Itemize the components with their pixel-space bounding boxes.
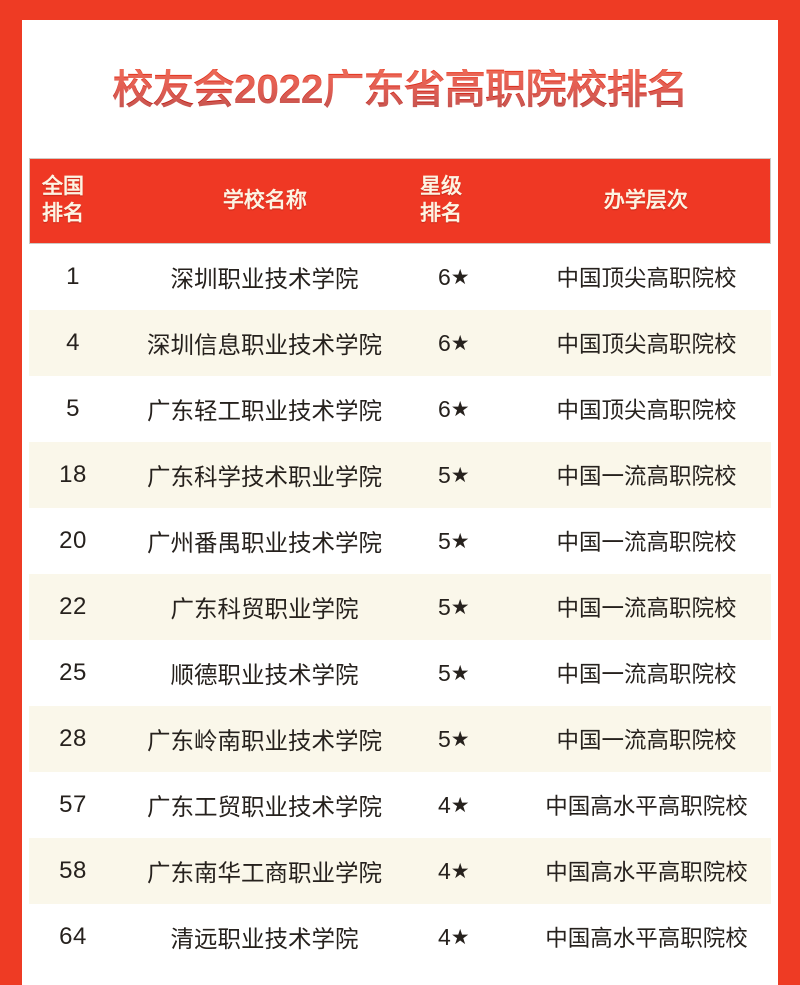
title-area: 校友会2022广东省高职院校排名	[22, 20, 778, 158]
star-icon: ★	[450, 661, 470, 685]
ranking-table: 全国 排名 学校名称 星级 排名 办学层次 1 深圳职业技术学院 6 ★ 中国顶尖高职院…	[22, 158, 778, 970]
star-count: 6	[438, 329, 451, 356]
cell-level: 中国一流高职院校	[556, 530, 737, 555]
cell-level: 中国顶尖高职院校	[556, 332, 737, 357]
star-icon: ★	[450, 331, 470, 355]
cell-level: 中国高水平高职院校	[545, 794, 748, 819]
cell-level: 中国顶尖高职院校	[556, 266, 737, 291]
star-count: 5	[438, 593, 451, 620]
star-count: 5	[438, 725, 451, 752]
cell-school-name: 广东轻工职业技术学院	[147, 398, 382, 424]
page-title: 校友会2022广东省高职院校排名	[112, 65, 688, 112]
table-row: 64 清远职业技术学院 4 ★ 中国高水平高职院校	[29, 904, 771, 970]
star-count: 6	[438, 395, 451, 422]
cell-star-rating: 5 ★	[412, 726, 522, 753]
cell-level: 中国一流高职院校	[556, 464, 737, 489]
cell-school-name: 深圳职业技术学院	[170, 266, 359, 292]
cell-rank: 28	[59, 725, 87, 752]
star-icon: ★	[450, 727, 470, 751]
table-row: 18 广东科学技术职业学院 5 ★ 中国一流高职院校	[29, 442, 771, 508]
table-row: 4 深圳信息职业技术学院 6 ★ 中国顶尖高职院校	[29, 310, 771, 376]
table-row: 1 深圳职业技术学院 6 ★ 中国顶尖高职院校	[29, 244, 771, 310]
cell-star-rating: 6 ★	[412, 264, 522, 291]
table-body: 1 深圳职业技术学院 6 ★ 中国顶尖高职院校 4 深圳信息职业技术学院 6 ★ 中国顶尖高职院校…	[29, 244, 771, 970]
cell-school-name: 顺德职业技术学院	[170, 662, 359, 688]
cell-school-name: 广州番禺职业技术学院	[147, 530, 382, 556]
table-row: 28 广东岭南职业技术学院 5 ★ 中国一流高职院校	[29, 706, 771, 772]
cell-rank: 57	[59, 791, 87, 818]
column-header-rank-line2: 排名	[42, 202, 84, 225]
cell-star-rating: 5 ★	[412, 462, 522, 489]
table-row: 25 顺德职业技术学院 5 ★ 中国一流高职院校	[29, 640, 771, 706]
column-header-rank-line1: 全国	[42, 175, 84, 199]
star-count: 4	[438, 791, 451, 818]
star-count: 6	[438, 263, 451, 290]
column-header-star-line2: 排名	[419, 202, 462, 225]
cell-school-name: 广东岭南职业技术学院	[147, 728, 382, 754]
cell-school-name: 清远职业技术学院	[170, 926, 359, 952]
star-icon: ★	[450, 793, 470, 817]
column-header-level: 办学层次	[522, 159, 770, 243]
table-row: 5 广东轻工职业技术学院 6 ★ 中国顶尖高职院校	[29, 376, 771, 442]
star-count: 5	[438, 527, 451, 554]
cell-rank: 58	[59, 857, 87, 884]
poster-card: 校友会2022广东省高职院校排名 全国 排名 学校名称 星级 排名 办学层次	[22, 20, 778, 985]
table-header-row: 全国 排名 学校名称 星级 排名 办学层次	[29, 158, 771, 244]
column-header-rank: 全国 排名	[30, 159, 118, 243]
cell-rank: 5	[66, 395, 80, 422]
cell-star-rating: 6 ★	[412, 396, 522, 423]
cell-star-rating: 5 ★	[412, 660, 522, 687]
star-count: 4	[438, 857, 451, 884]
cell-school-name: 广东科贸职业学院	[170, 596, 359, 622]
cell-level: 中国一流高职院校	[556, 662, 737, 687]
star-count: 5	[438, 659, 451, 686]
star-icon: ★	[450, 397, 470, 421]
column-header-school-line1: 学校名称	[222, 188, 307, 212]
cell-star-rating: 5 ★	[412, 528, 522, 555]
column-header-level-line1: 办学层次	[603, 188, 688, 212]
column-header-school: 学校名称	[118, 159, 412, 243]
table-row: 20 广州番禺职业技术学院 5 ★ 中国一流高职院校	[29, 508, 771, 574]
star-count: 4	[438, 923, 451, 950]
table-row: 57 广东工贸职业技术学院 4 ★ 中国高水平高职院校	[29, 772, 771, 838]
star-icon: ★	[450, 463, 470, 487]
cell-star-rating: 4 ★	[412, 858, 522, 885]
cell-star-rating: 6 ★	[412, 330, 522, 357]
cell-level: 中国顶尖高职院校	[556, 398, 737, 423]
cell-level: 中国一流高职院校	[556, 728, 737, 753]
cell-star-rating: 4 ★	[412, 924, 522, 951]
star-icon: ★	[450, 925, 470, 949]
cell-rank: 18	[59, 461, 87, 488]
column-header-star: 星级 排名	[412, 159, 522, 243]
cell-level: 中国高水平高职院校	[545, 926, 748, 951]
cell-rank: 20	[59, 527, 87, 554]
cell-rank: 25	[59, 659, 87, 686]
cell-school-name: 深圳信息职业技术学院	[147, 332, 382, 358]
cell-star-rating: 4 ★	[412, 792, 522, 819]
cell-rank: 4	[66, 329, 80, 356]
cell-level: 中国一流高职院校	[556, 596, 737, 621]
cell-school-name: 广东南华工商职业学院	[147, 860, 382, 886]
star-icon: ★	[450, 529, 470, 553]
column-header-star-line1: 星级	[419, 175, 462, 199]
star-icon: ★	[450, 595, 470, 619]
table-row: 22 广东科贸职业学院 5 ★ 中国一流高职院校	[29, 574, 771, 640]
star-icon: ★	[450, 859, 470, 883]
cell-star-rating: 5 ★	[412, 594, 522, 621]
cell-level: 中国高水平高职院校	[545, 860, 748, 885]
cell-rank: 64	[59, 923, 87, 950]
cell-rank: 1	[66, 263, 80, 290]
cell-school-name: 广东科学技术职业学院	[147, 464, 382, 490]
table-row: 58 广东南华工商职业学院 4 ★ 中国高水平高职院校	[29, 838, 771, 904]
star-icon: ★	[450, 265, 470, 289]
cell-rank: 22	[59, 593, 87, 620]
cell-school-name: 广东工贸职业技术学院	[147, 794, 382, 820]
star-count: 5	[438, 461, 451, 488]
